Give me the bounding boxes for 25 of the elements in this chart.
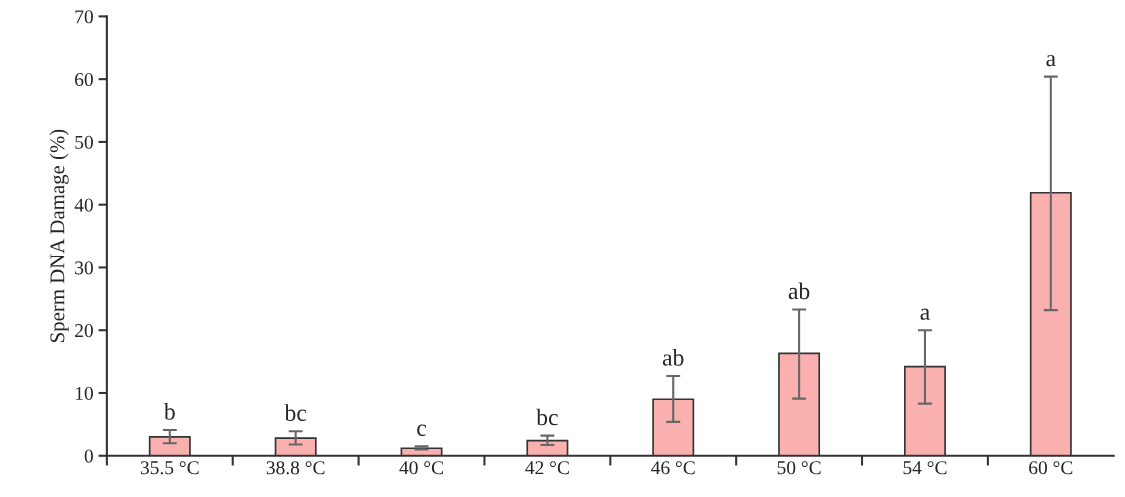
annotation: ab	[788, 282, 810, 300]
annotation: bc	[284, 404, 307, 421]
annotation: bc	[536, 408, 558, 426]
y-tick-label: 70	[75, 10, 93, 24]
x-tick-label: 40 °C	[399, 461, 443, 475]
x-tick-label: 35.5 °C	[140, 461, 199, 475]
annotation: b	[163, 403, 175, 420]
annotation: ab	[662, 349, 684, 366]
y-axis-title: Sperm DNA Damage (%)	[49, 129, 69, 342]
annotation: a	[920, 308, 930, 320]
y-tick-label: 30	[75, 261, 93, 275]
y-tick-label: 0	[84, 449, 93, 463]
x-tick-label: 38.8 °C	[266, 461, 325, 475]
annotation: a	[1046, 54, 1056, 67]
x-tick-label: 50 °C	[777, 461, 821, 475]
x-tick-label: 54 °C	[903, 461, 947, 475]
y-tick-label: 20	[75, 324, 93, 338]
y-tick-label: 60	[75, 72, 93, 87]
x-tick-label: 60 °C	[1029, 461, 1073, 475]
x-tick-label: 42 °C	[525, 461, 569, 475]
x-tick-label: 46 °C	[651, 461, 695, 475]
y-tick-label: 40	[74, 198, 93, 212]
y-tick-label: 10	[75, 386, 93, 400]
annotation: c	[417, 424, 427, 436]
y-tick-label: 50	[75, 135, 93, 149]
